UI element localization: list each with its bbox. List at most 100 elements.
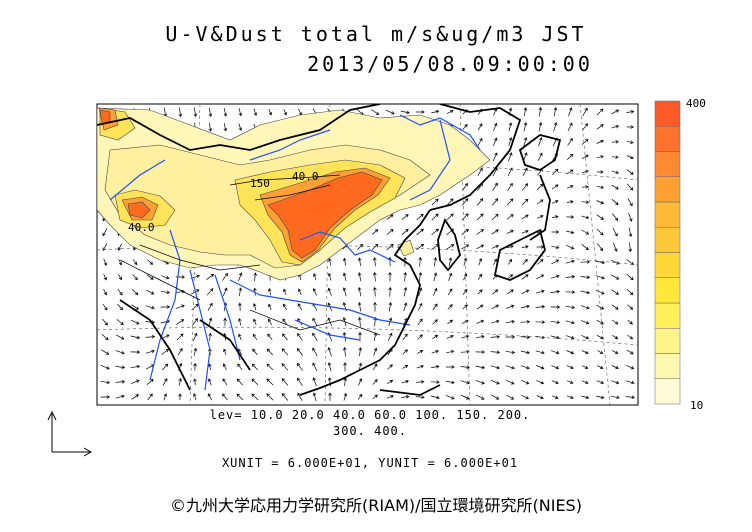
wind-arrow — [507, 167, 513, 177]
wind-arrow — [281, 378, 289, 386]
wind-arrow — [536, 395, 544, 400]
wind-arrow — [281, 348, 289, 356]
wind-arrow — [118, 274, 122, 281]
wind-arrow — [145, 334, 156, 339]
wind-arrow — [401, 379, 409, 384]
wind-arrow — [550, 320, 561, 325]
wind-arrow — [403, 287, 408, 297]
wind-arrow — [611, 365, 619, 370]
wind-arrow — [208, 332, 212, 341]
wind-arrow — [566, 380, 574, 384]
contour-levels-line1: lev= 10.0 20.0 40.0 60.0 100. 150. 200. — [209, 408, 531, 422]
wind-arrow — [627, 304, 634, 310]
wind-arrow — [477, 137, 483, 146]
wind-arrow — [432, 334, 439, 339]
wind-arrow — [461, 228, 469, 235]
wind-arrow — [446, 213, 454, 221]
wind-arrow — [520, 320, 531, 324]
chart-timestamp: 2013/05/08.09:00:00 — [307, 52, 593, 76]
wind-arrow — [297, 303, 303, 311]
wind-arrow — [627, 198, 633, 207]
wind-arrow — [567, 138, 573, 146]
wind-arrow — [611, 380, 620, 385]
wind-arrow — [223, 317, 227, 326]
wind-arrow — [327, 347, 332, 357]
wind-arrow — [372, 394, 378, 400]
wind-arrow — [432, 319, 438, 325]
wind-arrow — [582, 365, 589, 369]
wind-arrow — [433, 272, 438, 282]
wind-arrow — [297, 333, 303, 341]
wind-arrow — [296, 362, 303, 371]
wind-arrow — [535, 304, 546, 309]
wind-arrow — [596, 200, 605, 205]
colorbar-swatch — [654, 201, 681, 228]
wind-arrow — [566, 230, 575, 235]
wind-arrow — [207, 393, 213, 401]
wind-arrow — [147, 259, 154, 265]
wind-arrow — [475, 334, 485, 339]
wind-arrow — [176, 333, 184, 341]
wind-arrow — [535, 320, 546, 324]
wind-arrow — [192, 393, 197, 401]
wind-arrow — [160, 290, 170, 295]
wind-arrow — [476, 319, 485, 324]
wind-arrow — [252, 303, 257, 311]
wind-arrow — [342, 272, 347, 281]
wind-arrow — [267, 318, 272, 325]
wind-arrow — [475, 365, 486, 370]
wind-arrow — [193, 107, 198, 118]
wind-arrow — [206, 288, 214, 296]
wind-arrow — [117, 288, 123, 296]
wind-arrow — [580, 260, 591, 264]
wind-arrow — [193, 362, 197, 371]
wind-arrow — [596, 108, 604, 116]
wind-arrow — [297, 288, 302, 296]
wind-arrow — [505, 335, 516, 339]
wind-arrow — [522, 167, 528, 176]
wind-arrow — [506, 229, 514, 235]
wind-arrow — [327, 287, 332, 296]
wind-arrow — [400, 110, 410, 115]
contour-label-2: 150 — [250, 177, 270, 190]
wind-arrow — [312, 317, 318, 326]
colorbar-swatch — [654, 378, 681, 405]
wind-arrow — [596, 214, 604, 220]
wind-arrow — [581, 244, 589, 251]
wind-arrow — [327, 272, 332, 281]
wind-arrow — [537, 152, 543, 162]
wind-arrow — [372, 257, 377, 267]
wind-arrow — [282, 333, 288, 341]
wind-arrow — [207, 302, 213, 311]
copyright-notice: ©九州大学応用力学研究所(RIAM)/国立環境研究所(NIES) — [170, 496, 582, 515]
wind-arrow — [521, 379, 530, 385]
wind-arrow — [611, 140, 619, 144]
colorbar-swatch — [654, 252, 681, 278]
wind-arrow — [460, 350, 470, 354]
wind-arrow — [538, 121, 543, 132]
wind-arrow — [281, 363, 289, 371]
wind-arrow — [130, 379, 140, 384]
wind-arrow — [102, 228, 108, 237]
wind-arrow — [342, 257, 347, 266]
wind-arrow — [506, 394, 515, 400]
wind-arrow — [312, 287, 317, 296]
wind-arrow — [266, 393, 274, 401]
wind-arrow — [373, 286, 377, 297]
wind-arrow — [146, 274, 154, 280]
wind-arrow — [342, 287, 347, 297]
wind-arrow — [462, 182, 469, 191]
wind-arrow — [431, 213, 439, 221]
wind-arrow — [490, 350, 501, 355]
wind-arrow — [115, 365, 126, 370]
wind-arrow — [551, 199, 559, 204]
wind-arrow — [461, 213, 469, 221]
wind-arrow — [566, 200, 574, 204]
wind-arrow — [401, 228, 409, 235]
wind-arrow — [222, 272, 229, 281]
wind-arrow — [553, 122, 558, 132]
wind-arrow — [611, 199, 619, 206]
wind-arrow — [206, 273, 215, 280]
wind-arrow — [416, 380, 425, 384]
wind-arrow — [416, 364, 424, 369]
